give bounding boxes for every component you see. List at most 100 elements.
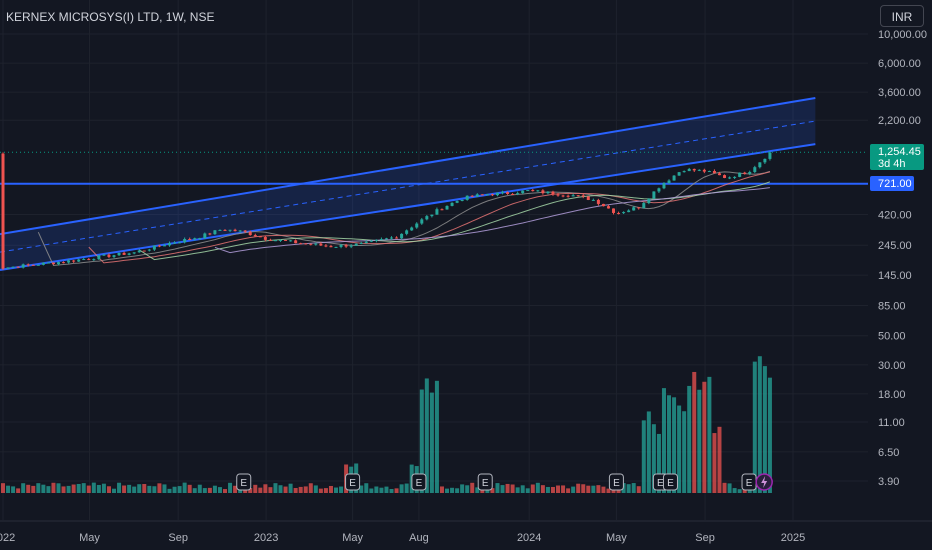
candle-body — [717, 173, 721, 176]
candle-body — [379, 239, 383, 241]
volume-bar — [631, 483, 636, 493]
candle-body — [612, 208, 616, 213]
candle-body — [87, 259, 91, 261]
earnings-marker-icon — [236, 473, 252, 491]
time-axis-label: May — [79, 532, 100, 544]
volume-bar — [263, 484, 268, 493]
volume-bar — [737, 489, 742, 493]
candle-body — [465, 195, 469, 200]
volume-bar — [46, 486, 51, 493]
price-axis-label: 2,200.00 — [878, 115, 921, 127]
earnings-marker-label: E — [667, 478, 674, 489]
volume-bar — [359, 485, 364, 493]
candle-body — [51, 262, 55, 265]
volume-bar — [303, 486, 308, 493]
volume-bar — [384, 486, 389, 493]
candle-body — [36, 264, 40, 266]
candlesticks[interactable] — [0, 151, 772, 270]
moving-averages — [37, 170, 771, 267]
candle-body — [743, 172, 747, 174]
candle-body — [723, 175, 727, 178]
volume-bar — [217, 487, 222, 493]
volume-bar — [157, 483, 162, 493]
candle-body — [541, 190, 545, 194]
parallel-channel[interactable] — [0, 97, 868, 271]
volume-bar — [21, 483, 26, 493]
volume-bar — [626, 484, 631, 493]
volume-bar — [540, 485, 545, 493]
candle-body — [117, 252, 121, 256]
candle-body — [521, 190, 525, 194]
candle-body — [455, 201, 459, 203]
candle-body — [692, 168, 696, 171]
volume-bar — [667, 395, 672, 493]
candle-body — [566, 195, 570, 197]
candle-body — [178, 242, 182, 244]
candle-body — [445, 205, 449, 210]
volume-bar — [288, 483, 293, 493]
candle-body — [662, 183, 666, 189]
candle-body — [526, 190, 530, 192]
volume-bar — [61, 486, 66, 493]
volume-bar — [339, 486, 344, 493]
candle-body — [622, 212, 626, 214]
candle-body — [11, 266, 15, 268]
volume-bar — [207, 487, 212, 493]
price-axis[interactable]: 10,000.00 6,000.00 3,600.00 2,200.00 420.00 2… — [878, 29, 927, 488]
volume-bar — [767, 377, 772, 493]
candle-body — [627, 210, 631, 213]
candle-body — [384, 238, 388, 240]
candle-body — [284, 239, 288, 241]
level-badge — [870, 176, 914, 191]
volume-bar — [66, 485, 71, 493]
candle-body — [263, 237, 267, 240]
price-badges: 1,254.45 3d 4h 721.00 — [870, 144, 924, 191]
earnings-marker-label: E — [240, 478, 247, 489]
volume-bar — [86, 485, 91, 493]
lightning-icon — [761, 476, 768, 488]
candle-body — [157, 245, 161, 247]
volume-bar — [192, 488, 197, 493]
candle-body — [324, 245, 328, 247]
candle-body — [657, 188, 661, 192]
moving-average-line — [37, 170, 771, 267]
time-axis[interactable]: 2022 May Sep 2023 May Aug 2024 May Sep 2025 — [0, 520, 932, 544]
volume-bar — [172, 486, 177, 493]
candle-body — [132, 252, 136, 254]
volume-bar — [374, 486, 379, 493]
volume-bar — [672, 397, 677, 493]
candle-body — [57, 262, 61, 265]
moving-average-line — [214, 187, 770, 254]
volume-bar — [404, 483, 409, 493]
volume-bar — [364, 483, 369, 493]
candle-body — [480, 194, 484, 196]
candle-body — [601, 203, 605, 207]
volume-bar — [611, 488, 616, 493]
candle-body — [495, 192, 499, 196]
volume-bar — [323, 488, 328, 493]
currency-button[interactable]: INR — [880, 5, 924, 27]
candle-body — [531, 190, 535, 192]
candle-body — [273, 240, 277, 242]
volume-bar — [500, 485, 505, 493]
volume-bar — [682, 411, 687, 493]
candle-body — [112, 255, 116, 257]
candle-body — [682, 171, 686, 173]
grid — [0, 0, 868, 520]
volume-bar — [96, 484, 101, 493]
earnings-marker-icon — [411, 473, 427, 491]
candle-body — [591, 199, 595, 201]
candle-body — [253, 235, 257, 237]
candle-body — [546, 191, 550, 194]
volume-bar — [429, 392, 434, 493]
volume-bar — [112, 488, 117, 493]
candle-body — [364, 241, 368, 243]
price-axis-label: 420.00 — [878, 210, 912, 222]
candle-body — [344, 244, 348, 247]
candle-body — [26, 264, 30, 266]
candle-body — [183, 239, 187, 243]
candle-body — [748, 171, 752, 174]
volume-bar — [434, 380, 439, 493]
